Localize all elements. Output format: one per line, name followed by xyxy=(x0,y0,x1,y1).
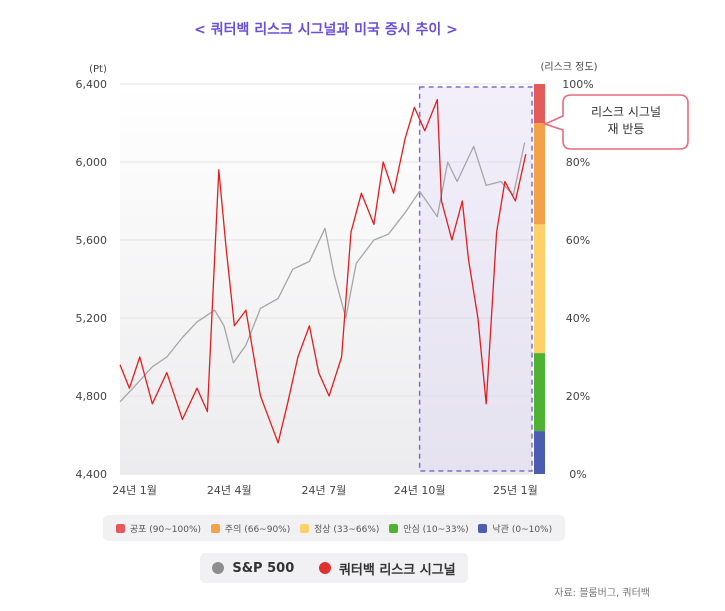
y-right-tick-label: 100% xyxy=(562,78,593,91)
series-legend: S&P 500 쿼터백 리스크 시그널 xyxy=(200,553,468,583)
legend-swatch xyxy=(300,523,309,533)
highlight-region xyxy=(418,86,533,472)
risk-level-legend: 공포 (90~100%) 주의 (66~90%) 정상 (33~66%) 안심 (10… xyxy=(103,515,565,541)
x-tick-label: 24년 4월 xyxy=(207,484,252,497)
risk-band xyxy=(534,123,545,225)
risk-band xyxy=(534,353,545,432)
risk-band xyxy=(534,224,545,354)
legend-swatch xyxy=(115,523,125,533)
y-left-tick-label: 5,600 xyxy=(76,234,108,247)
y-left-unit: (Pt) xyxy=(89,64,107,75)
annotation-callout xyxy=(542,94,689,150)
y-left-tick-label: 6,400 xyxy=(76,78,108,91)
series-legend-item: S&P 500 xyxy=(212,561,294,576)
legend-item: 주의 (66~90%) xyxy=(210,522,291,535)
series-line-risk-signal xyxy=(119,98,527,444)
y-right-tick-label: 80% xyxy=(566,156,590,169)
x-tick-label: 24년 10월 xyxy=(394,484,446,497)
y-left-tick-label: 6,000 xyxy=(76,156,108,169)
y-right-tick-label: 40% xyxy=(566,312,590,325)
series-line-sp500 xyxy=(119,142,526,403)
y-right-title: (리스크 정도) xyxy=(541,61,598,73)
legend-label: 정상 (33~66%) xyxy=(314,524,380,535)
series-legend-dot xyxy=(212,562,225,574)
legend-swatch xyxy=(478,523,488,533)
legend-item: 낙관 (0~10%) xyxy=(478,522,552,535)
legend-swatch xyxy=(389,523,399,533)
series-legend-dot xyxy=(318,562,331,574)
chart-title: < 쿼터백 리스크 시그널과 미국 증시 추이 > xyxy=(194,21,458,38)
series-legend-label: 쿼터백 리스크 시그널 xyxy=(338,562,456,578)
source-note: 자료: 블룸버그, 쿼터백 xyxy=(554,588,650,599)
annotation-text-line: 리스크 시그널 xyxy=(591,105,661,119)
y-left-tick-label: 4,400 xyxy=(76,468,108,481)
x-tick-label: 24년 7월 xyxy=(302,484,347,497)
legend-label: 낙관 (0~10%) xyxy=(492,524,553,535)
y-right-tick-label: 60% xyxy=(566,234,590,247)
legend-item: 안심 (10~33%) xyxy=(389,522,469,535)
y-right-tick-label: 20% xyxy=(566,390,590,403)
legend-item: 공포 (90~100%) xyxy=(115,522,202,535)
legend-label: 안심 (10~33%) xyxy=(403,524,469,535)
risk-band xyxy=(534,431,545,474)
y-left-tick-label: 4,800 xyxy=(76,390,108,403)
series-legend-item: 쿼터백 리스크 시그널 xyxy=(318,559,456,578)
legend-item: 정상 (33~66%) xyxy=(300,522,379,535)
legend-label: 주의 (66~90%) xyxy=(224,524,291,535)
y-right-tick-label: 0% xyxy=(569,468,586,481)
risk-band xyxy=(534,84,545,123)
legend-swatch xyxy=(210,523,220,533)
x-tick-label: 24년 1월 xyxy=(112,484,157,497)
series-legend-label: S&P 500 xyxy=(232,560,295,576)
plot-background xyxy=(120,84,532,474)
annotation-text-line: 재 반등 xyxy=(608,122,645,136)
y-left-tick-label: 5,200 xyxy=(76,312,108,325)
legend-label: 공포 (90~100%) xyxy=(129,524,202,535)
x-tick-label: 25년 1월 xyxy=(493,484,538,497)
